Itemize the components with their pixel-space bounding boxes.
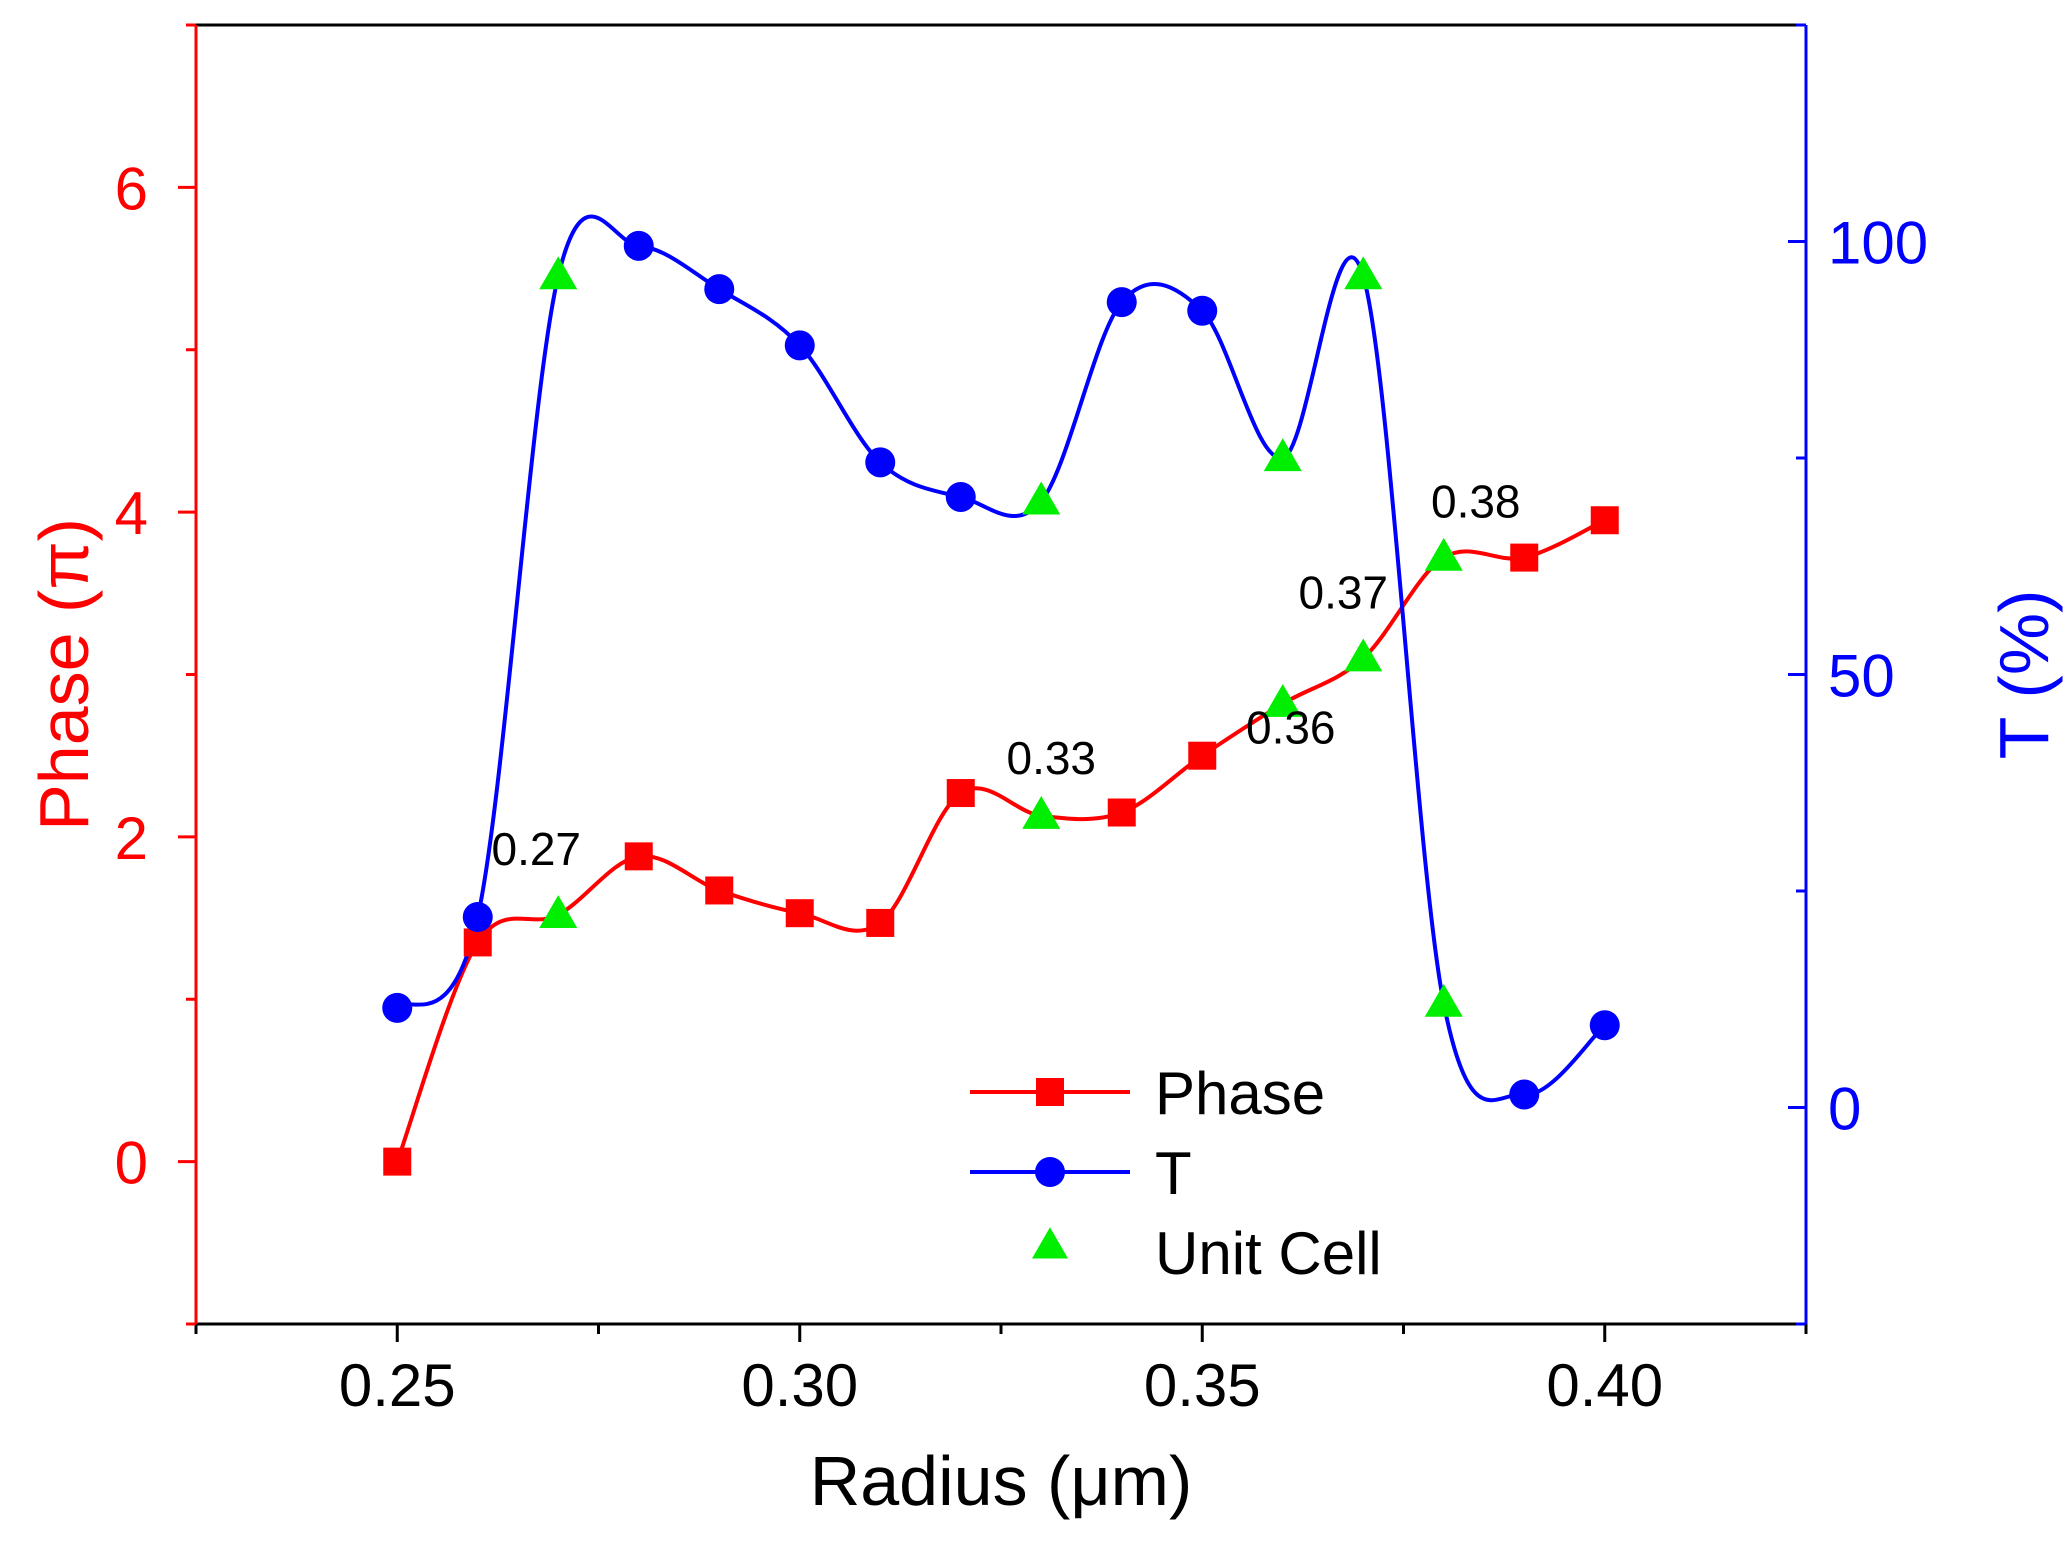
y-left-tick-label-0: 0 [115, 1130, 148, 1197]
axes: 0.25 0.30 0.35 0.40 0 2 4 6 0 50 100 Radius (μm) Pha… [25, 23, 2063, 1520]
annotation-0.27: 0.27 [491, 823, 581, 875]
series-line-t [395, 214, 1607, 1103]
y-right-axis-label: T (%) [1985, 590, 2063, 760]
t-point-0.32 [945, 481, 976, 512]
t-point-0.25 [382, 992, 413, 1023]
phase-point-0.31 [866, 908, 895, 937]
y-right-tick-label-0: 0 [1828, 1076, 1861, 1143]
legend-label-unit-cell: Unit Cell [1155, 1220, 1382, 1287]
legend-marker-phase [1036, 1078, 1064, 1106]
y-right-tick-label-50: 50 [1828, 643, 1895, 710]
x-tick-label-0.25: 0.25 [339, 1352, 456, 1419]
phase-point-0.34 [1107, 798, 1136, 827]
y-left-axis-label: Phase (π) [25, 518, 103, 831]
x-tick-label-0.35: 0.35 [1144, 1352, 1261, 1419]
phase-point-0.25 [383, 1147, 412, 1176]
t-point-0.39 [1509, 1079, 1540, 1110]
annotation-0.36: 0.36 [1246, 702, 1336, 754]
legend-label-phase: Phase [1155, 1060, 1325, 1127]
legend: Phase T Unit Cell [970, 1060, 1382, 1287]
legend-marker-unit-cell [1032, 1227, 1068, 1259]
markers [382, 230, 1620, 1176]
annotation-0.33: 0.33 [1006, 732, 1096, 784]
phase-point-0.35 [1188, 741, 1217, 770]
phase-point-0.26 [463, 928, 492, 957]
unit-cell-t-0.33 [1022, 481, 1061, 515]
unit-cell-phase-0.36 [1263, 683, 1302, 717]
unit-cell-t-0.37 [1344, 256, 1383, 290]
phase-point-0.29 [705, 876, 734, 905]
phase-point-0.28 [624, 842, 653, 871]
unit-cell-phase-0.37 [1344, 638, 1383, 672]
unit-cell-phase-0.38 [1424, 537, 1463, 571]
y-right-tick-label-100: 100 [1828, 210, 1928, 277]
unit-cell-t-0.27 [539, 256, 578, 290]
x-tick-label-0.40: 0.40 [1546, 1352, 1663, 1419]
unit-cell-phase-0.27 [539, 895, 578, 928]
phase-point-0.32 [946, 779, 975, 808]
legend-marker-t [1035, 1157, 1065, 1187]
y-left-tick-label-2: 2 [115, 805, 148, 872]
t-point-0.30 [784, 330, 815, 361]
curves [395, 214, 1607, 1163]
phase-point-0.39 [1510, 543, 1539, 572]
t-point-0.35 [1187, 295, 1218, 326]
unit-cell-t-0.36 [1263, 438, 1302, 472]
t-point-0.40 [1589, 1010, 1620, 1041]
unit-cell-t-0.38 [1424, 983, 1463, 1017]
t-point-0.28 [623, 230, 654, 261]
unit-cell-phase-0.33 [1022, 796, 1061, 829]
annotations: 0.27 0.33 0.36 0.37 0.38 [491, 476, 1520, 875]
y-left-tick-label-4: 4 [115, 480, 148, 547]
t-point-0.29 [704, 274, 735, 305]
y-left-tick-label-6: 6 [115, 155, 148, 222]
phase-point-0.40 [1590, 506, 1619, 535]
t-point-0.26 [462, 901, 493, 932]
legend-label-t: T [1155, 1140, 1192, 1207]
t-point-0.34 [1106, 287, 1137, 318]
t-point-0.31 [865, 447, 896, 478]
phase-point-0.30 [785, 899, 814, 928]
x-tick-label-0.30: 0.30 [741, 1352, 858, 1419]
annotation-0.37: 0.37 [1298, 566, 1388, 618]
x-axis-label: Radius (μm) [810, 1442, 1193, 1520]
annotation-0.38: 0.38 [1431, 476, 1521, 528]
